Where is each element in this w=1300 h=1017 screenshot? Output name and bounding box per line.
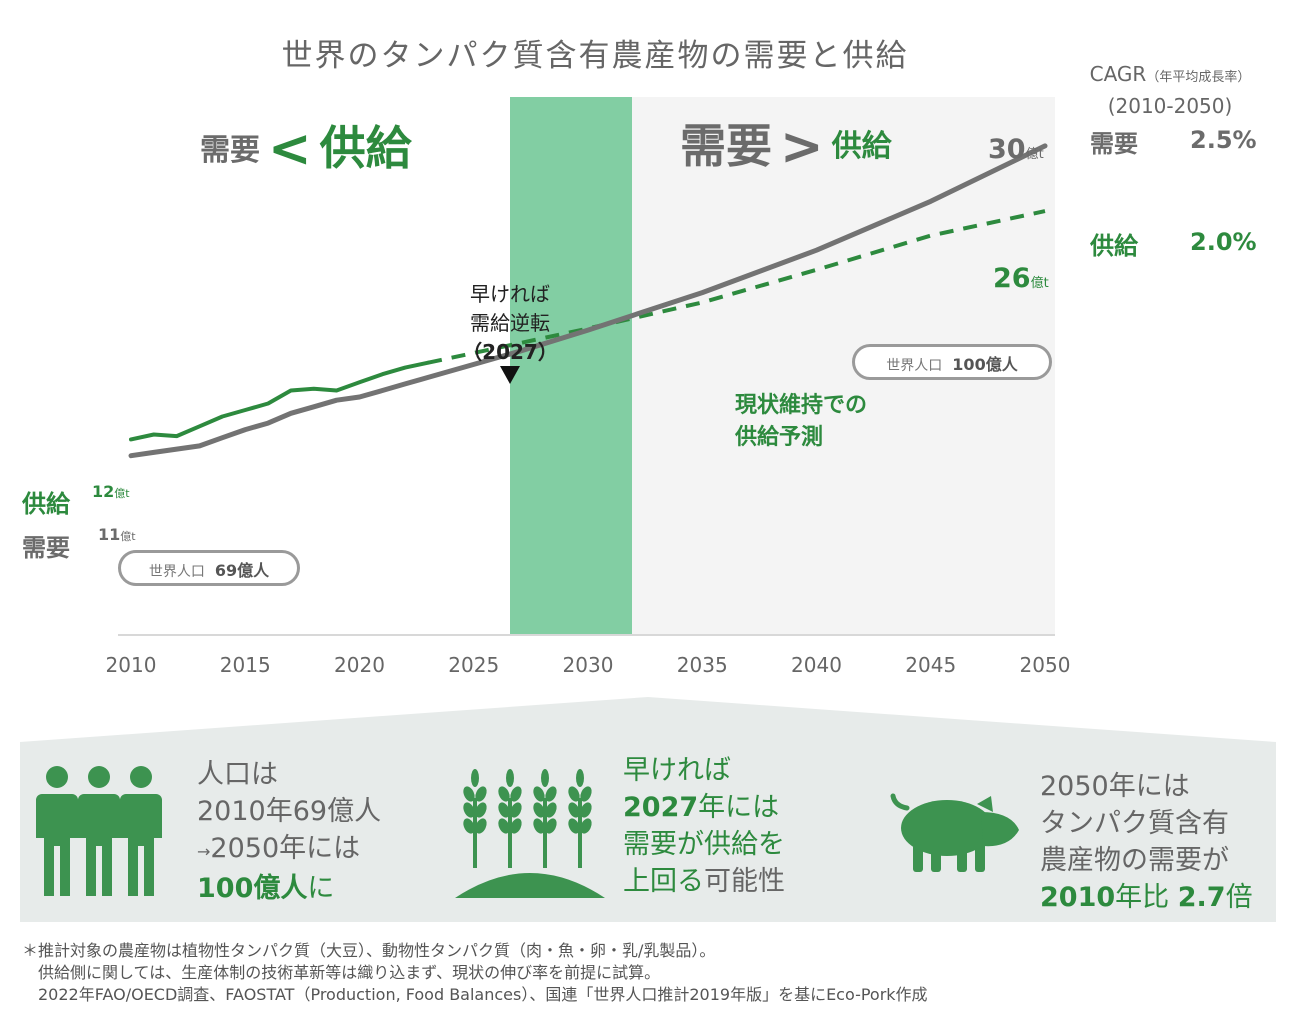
cagr-demand-value: 2.5% (1190, 126, 1257, 154)
footnote: ＊推計対象の農産物は植物性タンパク質（大豆）、動物性タンパク質（肉・魚・卵・乳/… (22, 940, 928, 1006)
supply-start-value: 12 (92, 482, 115, 501)
cagr-supply-label: 供給 (1090, 232, 1138, 260)
forecast-line2: 供給予測 (735, 425, 824, 450)
x-tick-2025: 2025 (448, 653, 499, 677)
summary3-end: 倍 (1225, 882, 1253, 913)
zone-label-supply-exceeds: 需要 < 供給 (200, 112, 412, 179)
summary2-line4: 上回る (623, 866, 704, 897)
x-tick-2040: 2040 (791, 653, 842, 677)
cagr-demand-label: 需要 (1090, 130, 1138, 158)
population-2010-label: 世界人口 (148, 564, 205, 580)
cagr-note: （年平均成長率） (1146, 70, 1251, 85)
x-tick-2045: 2045 (905, 653, 956, 677)
x-tick-2010: 2010 (106, 653, 157, 677)
summary-population: 人口は 2010年69億人 →2050年には 100億人に (197, 756, 381, 907)
summary1-line3: 2050年には (210, 833, 361, 864)
greater-than-symbol: > (780, 117, 824, 177)
footnote-line1: ＊推計対象の農産物は植物性タンパク質（大豆）、動物性タンパク質（肉・魚・卵・乳/… (22, 941, 716, 960)
zone-left-demand: 需要 (200, 133, 260, 168)
series-lines (128, 143, 1048, 459)
zone-right-demand: 需要 (680, 119, 772, 173)
summary2-line1: 早ければ (623, 755, 731, 786)
cagr-header: CAGR（年平均成長率） (2010-2050) (1070, 60, 1270, 120)
supply-end-label: 26億t (993, 263, 1049, 294)
population-2050-badge: 世界人口 100億人 (852, 344, 1052, 380)
inversion-annotation: 早ければ 需給逆転 （2027） (440, 280, 580, 367)
inversion-line3: （2027） (462, 340, 558, 364)
summary3-base-year: 2010 (1040, 882, 1116, 913)
x-tick-2030: 2030 (563, 653, 614, 677)
inversion-line1: 早ければ (470, 282, 550, 306)
summary1-line1: 人口は (197, 759, 278, 790)
forecast-line1: 現状維持での (735, 393, 868, 418)
summary3-multiplier: 2.7 (1177, 882, 1226, 913)
supply-line (129, 360, 431, 442)
supply-end-unit: 億t (1030, 276, 1049, 291)
summary-inversion: 早ければ 2027年には 需要が供給を 上回る可能性 (623, 752, 785, 900)
cagr-period: (2010-2050) (1107, 94, 1233, 118)
x-tick-2015: 2015 (220, 653, 271, 677)
pig-icon (890, 793, 1019, 872)
supply-side-label: 供給 (22, 490, 70, 518)
summary3-line2: タンパク質含有 (1040, 808, 1229, 839)
zone-label-demand-exceeds: 需要 > 供給 (680, 110, 892, 177)
summary2-line4-rest: 可能性 (704, 866, 785, 897)
wheat-icon (455, 769, 605, 898)
summary1-line4: に (307, 873, 335, 904)
x-tick-2020: 2020 (334, 653, 385, 677)
inversion-line2: 需給逆転 (470, 311, 550, 335)
footnote-line2: 供給側に関しては、生産体制の技術革新等は織り込まず、現状の伸び率を前提に試算。 (38, 963, 661, 982)
summary3-mid: 年比 (1115, 882, 1170, 913)
supply-end-value: 26 (993, 263, 1031, 294)
x-tick-labels: 2010 2015 2020 2025 2030 2035 2040 2045 2050 (106, 653, 1071, 677)
population-2050-value: 100億人 (952, 355, 1018, 374)
forecast-annotation: 現状維持での 供給予測 (735, 390, 867, 454)
demand-line (128, 143, 1048, 459)
panel-pointer (20, 697, 1276, 742)
summary2-line3: 需要が供給を (623, 829, 785, 860)
demand-start-value: 11 (98, 525, 121, 544)
x-tick-2050: 2050 (1020, 653, 1071, 677)
demand-start-unit: 億t (120, 530, 136, 543)
inversion-marker-icon (500, 366, 520, 384)
cagr-supply-value: 2.0% (1190, 228, 1257, 256)
summary3-line3: 農産物の需要が (1040, 845, 1229, 876)
population-2010-value: 69億人 (214, 561, 270, 580)
inversion-band (510, 97, 632, 635)
x-tick-2035: 2035 (677, 653, 728, 677)
zone-right-supply: 供給 (831, 129, 892, 164)
supply-start-label: 12億t (92, 482, 130, 501)
summary-panel (20, 742, 1276, 922)
population-2050-label: 世界人口 (886, 358, 943, 374)
demand-start-label: 11億t (98, 525, 136, 544)
demand-end-label: 30億t (988, 134, 1044, 165)
cagr-title: CAGR (1089, 62, 1147, 86)
zone-left-supply: 供給 (319, 121, 412, 175)
summary1-line2: 2010年69億人 (197, 796, 382, 827)
summary3-line1: 2050年には (1040, 771, 1190, 802)
summary2-year: 2027 (623, 792, 699, 823)
summary1-highlight: 100億人 (197, 873, 308, 904)
supply-start-unit: 億t (114, 487, 130, 500)
supply-forecast-line (427, 209, 1046, 365)
demand-side-label: 需要 (22, 534, 70, 562)
arrow-icon: → (197, 842, 211, 861)
less-than-symbol: < (268, 119, 312, 179)
demand-end-value: 30 (988, 134, 1026, 165)
people-icon (36, 766, 162, 896)
chart-title: 世界のタンパク質含有農産物の需要と供給 (281, 38, 909, 74)
population-2010-badge: 世界人口 69億人 (118, 550, 300, 586)
summary2-line2: 年には (698, 792, 780, 823)
summary-demand-growth: 2050年には タンパク質含有 農産物の需要が 2010年比 2.7倍 (1040, 768, 1253, 916)
footnote-line3: 2022年FAO/OECD調査、FAOSTAT（Production, Food… (38, 985, 928, 1004)
demand-end-unit: 億t (1025, 147, 1044, 162)
